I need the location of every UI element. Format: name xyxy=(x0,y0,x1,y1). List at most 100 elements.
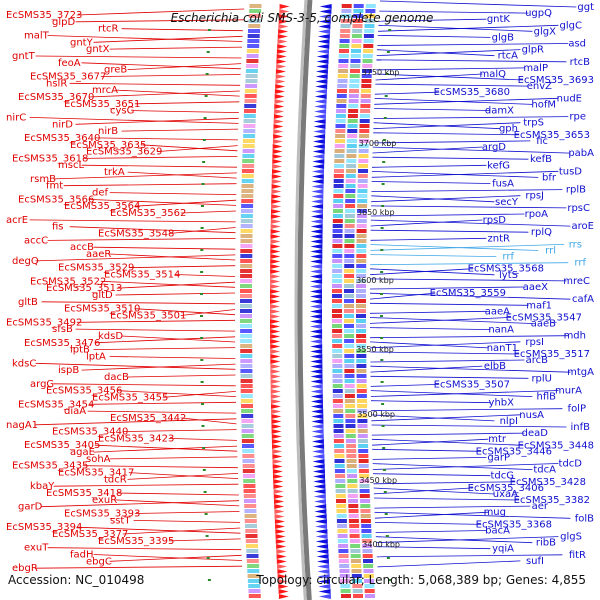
feature-block xyxy=(336,94,347,98)
feature-block xyxy=(356,364,367,368)
right-leader-line xyxy=(372,156,529,160)
feature-block xyxy=(356,219,367,223)
blue-strand-gene xyxy=(310,384,323,389)
blue-strand-gene xyxy=(311,194,324,199)
feature-block xyxy=(361,529,372,533)
left-gene-label: agaE xyxy=(70,447,95,458)
left-gene-label: EcSMS35_3513 xyxy=(46,283,122,294)
red-strand-gene xyxy=(271,434,282,439)
feature-block xyxy=(345,434,356,438)
feature-block xyxy=(242,449,255,453)
feature-block xyxy=(335,139,345,143)
left-leader-line xyxy=(134,199,237,207)
red-strand-gene xyxy=(278,594,289,599)
red-strand-gene xyxy=(270,329,281,334)
blue-strand-gene xyxy=(313,119,326,124)
blue-strand-gene xyxy=(310,359,323,364)
right-leader-line xyxy=(371,195,495,203)
feature-block xyxy=(244,514,257,518)
feature-block xyxy=(358,464,369,468)
feature-block xyxy=(362,54,373,58)
right-leader-line xyxy=(371,414,521,422)
red-strand-gene xyxy=(276,549,287,554)
feature-block xyxy=(242,464,255,468)
feature-block xyxy=(336,509,347,513)
right-leader-line xyxy=(369,292,571,300)
feature-block xyxy=(356,304,366,308)
feature-block xyxy=(364,589,375,593)
left-gene-label: rtcR xyxy=(98,24,119,35)
feature-block xyxy=(336,519,347,523)
red-strand-gene xyxy=(279,14,289,19)
red-strand-gene xyxy=(276,49,287,54)
feature-block xyxy=(339,39,350,43)
feature-block xyxy=(335,479,346,483)
feature-block xyxy=(245,74,258,78)
feature-block xyxy=(333,434,344,438)
feature-block xyxy=(352,24,363,28)
left-gene-label: EcSMS35_3651 xyxy=(64,99,140,110)
red-strand-gene xyxy=(278,589,289,594)
red-strand-gene xyxy=(275,74,286,79)
feature-block xyxy=(347,489,358,493)
blue-strand-gene xyxy=(313,479,326,484)
feature-block xyxy=(347,484,358,488)
kbp-tick-label: 3450 kbp xyxy=(359,476,397,485)
blue-strand-gene xyxy=(313,484,326,489)
right-gene-label: ribB xyxy=(536,538,556,549)
feature-block xyxy=(363,559,373,563)
right-gene-label: rrf xyxy=(502,252,514,263)
left-gene-label: EcSMS35_3417 xyxy=(58,468,134,479)
left-gene-label: diaA xyxy=(64,406,86,417)
blue-strand-gene xyxy=(310,244,323,249)
right-leader-line xyxy=(370,268,495,276)
blue-strand-gene xyxy=(312,469,325,474)
feature-block xyxy=(361,534,372,538)
feature-block xyxy=(332,369,343,373)
right-gene-label: EcSMS35_3406 xyxy=(468,483,544,494)
feature-block xyxy=(348,109,359,113)
feature-block xyxy=(356,299,366,303)
right-leader-line xyxy=(375,83,529,87)
feature-block xyxy=(345,174,356,178)
right-leader-line xyxy=(370,244,539,251)
left-gene-label: cysG xyxy=(110,106,134,117)
left-gene-label: EcSMS35_3514 xyxy=(104,270,180,281)
left-leader-line xyxy=(81,62,241,70)
feature-block xyxy=(332,394,343,398)
feature-block xyxy=(334,459,345,463)
right-gene-label: glgX xyxy=(534,26,556,37)
kbp-tick-label: 3650 kbp xyxy=(357,208,395,217)
blue-strand-gene xyxy=(313,494,326,499)
feature-block xyxy=(353,9,364,13)
right-gene-label: rpsC xyxy=(567,203,590,214)
blue-strand-gene xyxy=(312,449,325,454)
feature-block xyxy=(240,394,253,398)
feature-block xyxy=(356,214,367,218)
feature-block xyxy=(344,264,355,268)
right-leader-line xyxy=(370,229,529,233)
feature-block xyxy=(345,194,356,198)
feature-block xyxy=(357,199,368,203)
right-leader-line xyxy=(372,463,533,470)
red-strand-gene xyxy=(270,344,281,349)
feature-block xyxy=(332,384,343,388)
left-gene-label: exuR xyxy=(92,495,117,506)
feature-block xyxy=(335,489,346,493)
feature-block xyxy=(247,574,260,578)
feature-block xyxy=(334,469,345,473)
blue-strand-gene xyxy=(310,399,323,404)
right-leader-line xyxy=(374,511,571,519)
red-strand-gene xyxy=(270,364,281,369)
feature-block xyxy=(241,409,254,413)
right-leader-line xyxy=(369,302,529,306)
feature-block xyxy=(248,589,261,593)
left-leader-line xyxy=(109,456,238,460)
feature-block xyxy=(360,499,371,503)
red-strand-gene xyxy=(270,259,281,264)
feature-block xyxy=(345,204,356,208)
feature-block xyxy=(336,99,347,103)
right-gene-label: fic xyxy=(536,136,548,147)
feature-block xyxy=(345,199,356,203)
left-gene-label: exuT xyxy=(24,543,49,554)
